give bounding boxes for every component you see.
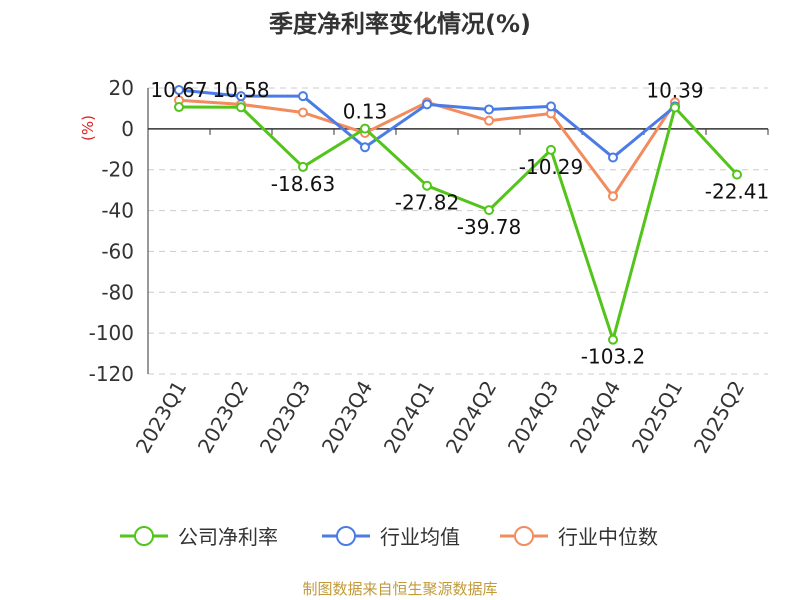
y-tick-label: -80 bbox=[101, 280, 134, 304]
x-tick-label: 2024Q2 bbox=[441, 377, 501, 458]
legend-marker bbox=[336, 526, 356, 546]
y-axis-label: (%) bbox=[79, 115, 97, 141]
legend-marker bbox=[134, 526, 154, 546]
data-label: 10.39 bbox=[646, 79, 703, 103]
data-label: 10.67 bbox=[150, 78, 207, 102]
data-point[interactable] bbox=[546, 101, 556, 112]
data-point[interactable] bbox=[608, 191, 618, 202]
source-note: 制图数据来自恒生聚源数据库 bbox=[302, 580, 498, 598]
x-tick-label: 2024Q4 bbox=[565, 377, 625, 458]
legend-label: 行业均值 bbox=[380, 525, 460, 549]
data-point[interactable] bbox=[360, 123, 370, 134]
data-label: -10.29 bbox=[519, 155, 583, 179]
grid-layer bbox=[148, 87, 768, 375]
axis-layer: 200-20-40-60-80-100-120(%)2023Q1 2023Q2 20… bbox=[79, 76, 769, 458]
x-tick-label: 2024Q1 bbox=[379, 377, 439, 458]
data-point[interactable] bbox=[236, 102, 246, 113]
legend-marker bbox=[514, 526, 534, 546]
x-tick-label: 2023Q1 bbox=[131, 377, 191, 458]
x-tick-label: 2023Q4 bbox=[317, 377, 377, 458]
series-layer bbox=[174, 85, 742, 345]
data-point[interactable] bbox=[298, 107, 308, 118]
legend-label: 行业中位数 bbox=[558, 525, 658, 549]
data-point[interactable] bbox=[732, 169, 742, 180]
y-tick-label: 0 bbox=[121, 117, 134, 141]
x-tick-label: 2024Q3 bbox=[503, 377, 563, 458]
legend-label: 公司净利率 bbox=[178, 525, 278, 549]
data-point[interactable] bbox=[484, 115, 494, 126]
data-point[interactable] bbox=[546, 144, 556, 155]
y-tick-label: -60 bbox=[101, 239, 134, 263]
data-point[interactable] bbox=[670, 102, 680, 113]
y-tick-label: 20 bbox=[109, 76, 134, 100]
data-point[interactable] bbox=[360, 142, 370, 153]
data-label: -39.78 bbox=[457, 215, 521, 239]
data-point[interactable] bbox=[608, 152, 618, 163]
series-line bbox=[178, 105, 739, 342]
data-label: -22.41 bbox=[705, 180, 769, 204]
data-point[interactable] bbox=[484, 205, 494, 216]
data-label: -18.63 bbox=[271, 172, 335, 196]
y-tick-label: -120 bbox=[89, 362, 134, 386]
y-tick-label: -40 bbox=[101, 199, 134, 223]
y-tick-label: -20 bbox=[101, 158, 134, 182]
data-label: -27.82 bbox=[395, 191, 459, 215]
data-point[interactable] bbox=[174, 85, 184, 96]
data-point[interactable] bbox=[608, 334, 618, 345]
x-tick-label: 2023Q2 bbox=[193, 377, 253, 458]
data-point[interactable] bbox=[298, 91, 308, 102]
data-label: 10.58 bbox=[212, 78, 269, 102]
data-point[interactable] bbox=[298, 161, 308, 172]
legend-item[interactable]: 行业中位数 bbox=[500, 525, 658, 549]
legend-item[interactable]: 行业均值 bbox=[322, 525, 460, 549]
data-point[interactable] bbox=[484, 104, 494, 115]
data-label: -103.2 bbox=[581, 345, 645, 369]
legend-layer[interactable]: 公司净利率 行业均值 行业中位数 bbox=[120, 525, 658, 549]
chart-title: 季度净利率变化情况(%) bbox=[269, 10, 531, 38]
x-tick-label: 2025Q1 bbox=[627, 377, 687, 458]
data-label: 0.13 bbox=[343, 100, 388, 124]
data-point[interactable] bbox=[422, 180, 432, 191]
data-point[interactable] bbox=[174, 102, 184, 113]
data-point[interactable] bbox=[236, 91, 246, 102]
y-tick-label: -100 bbox=[89, 321, 134, 345]
x-tick-label: 2025Q2 bbox=[689, 377, 749, 458]
label-layer: 10.67 10.58 -18.63 0.13 -27.82-39.78 -10.29 -1… bbox=[150, 78, 769, 369]
legend-item[interactable]: 公司净利率 bbox=[120, 525, 278, 549]
data-point[interactable] bbox=[422, 99, 432, 110]
x-tick-label: 2023Q3 bbox=[255, 377, 315, 458]
